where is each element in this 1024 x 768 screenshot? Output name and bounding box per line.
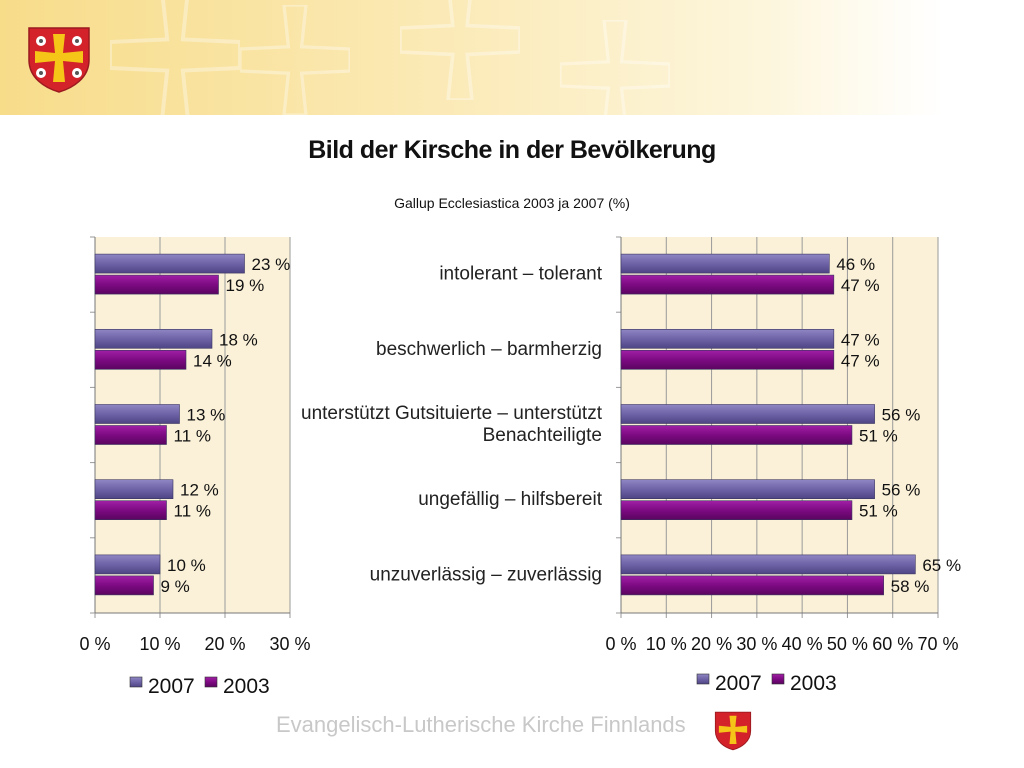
x-tick-label: 20 %: [691, 634, 732, 654]
legend-swatch-2003: [204, 676, 218, 688]
data-label: 47 %: [841, 276, 880, 295]
x-tick-label: 70 %: [917, 634, 958, 654]
bar-2007: [620, 328, 835, 349]
data-label: 19 %: [226, 276, 265, 295]
plot-area: [621, 237, 938, 613]
x-tick-label: 10 %: [139, 634, 180, 654]
category-label: unzuverlässig – zuverlässig: [370, 564, 602, 585]
data-label: 47 %: [841, 330, 880, 349]
chart-subtitle: Gallup Ecclesiastica 2003 ja 2007 (%): [394, 195, 630, 211]
data-label: 51 %: [859, 427, 898, 446]
data-label: 12 %: [180, 481, 219, 500]
data-label: 18 %: [219, 330, 258, 349]
bar-2007: [94, 554, 161, 575]
bar-2003: [94, 500, 167, 521]
bar-2007: [94, 404, 180, 424]
bar-2003: [620, 575, 884, 596]
bar-2003: [94, 575, 154, 596]
bar-2007: [620, 554, 916, 575]
bar-2003: [94, 274, 219, 295]
data-label: 56 %: [882, 406, 921, 425]
data-label: 23 %: [252, 255, 291, 274]
bar-2003: [620, 500, 853, 521]
legend-label: 2003: [223, 675, 270, 698]
church-crest-icon: [28, 27, 90, 93]
data-label: 65 %: [922, 556, 961, 575]
x-tick-label: 0 %: [605, 634, 636, 654]
category-label: Benachteiligte: [483, 425, 602, 446]
data-label: 58 %: [891, 577, 930, 596]
bar-2007: [620, 253, 830, 274]
x-tick-label: 60 %: [872, 634, 913, 654]
decorative-cross-icon: [110, 0, 240, 115]
bar-2003: [94, 425, 167, 445]
footer-organization-name: Evangelisch-Lutherische Kirche Finnlands: [276, 712, 686, 737]
bar-2007: [94, 328, 213, 349]
header-banner: [0, 0, 1024, 115]
legend-label: 2003: [790, 672, 837, 695]
decorative-cross-icon: [560, 20, 670, 115]
legend-label: 2007: [715, 672, 762, 695]
bar-2007: [94, 479, 174, 500]
legend-label: 2007: [148, 675, 195, 698]
bar-2007: [620, 404, 875, 424]
decorative-cross-icon: [400, 0, 520, 100]
x-tick-label: 30 %: [736, 634, 777, 654]
legend-swatch-2007: [696, 673, 710, 685]
plot-area: [95, 237, 290, 613]
bar-2007: [620, 479, 875, 500]
data-label: 10 %: [167, 556, 206, 575]
x-tick-label: 40 %: [782, 634, 823, 654]
page-title: Bild der Kirsche in der Bevölkerung: [308, 136, 716, 164]
category-label: beschwerlich – barmherzig: [376, 339, 602, 360]
bar-2003: [94, 349, 187, 370]
data-label: 11 %: [174, 427, 212, 446]
data-label: 13 %: [187, 406, 226, 425]
data-label: 51 %: [859, 502, 898, 521]
data-label: 47 %: [841, 351, 880, 370]
data-label: 9 %: [161, 577, 190, 596]
legend-swatch-2007: [129, 676, 143, 688]
x-tick-label: 50 %: [827, 634, 868, 654]
data-label: 56 %: [882, 481, 921, 500]
category-label: ungefällig – hilfsbereit: [418, 489, 603, 510]
x-tick-label: 0 %: [79, 634, 110, 654]
decorative-cross-icon: [240, 5, 350, 115]
data-label: 11 %: [174, 502, 212, 521]
data-label: 14 %: [193, 351, 232, 370]
church-crest-icon: [714, 711, 752, 751]
x-tick-label: 20 %: [204, 634, 245, 654]
x-tick-label: 10 %: [646, 634, 687, 654]
data-label: 46 %: [836, 255, 875, 274]
bar-2003: [620, 425, 853, 445]
category-label: intolerant – tolerant: [439, 264, 602, 285]
legend-swatch-2003: [771, 673, 785, 685]
x-tick-label: 30 %: [269, 634, 310, 654]
bar-2007: [94, 253, 245, 274]
category-label: unterstützt Gutsituierte – unterstützt: [301, 403, 603, 424]
bar-2003: [620, 349, 835, 370]
bar-2003: [620, 274, 835, 295]
